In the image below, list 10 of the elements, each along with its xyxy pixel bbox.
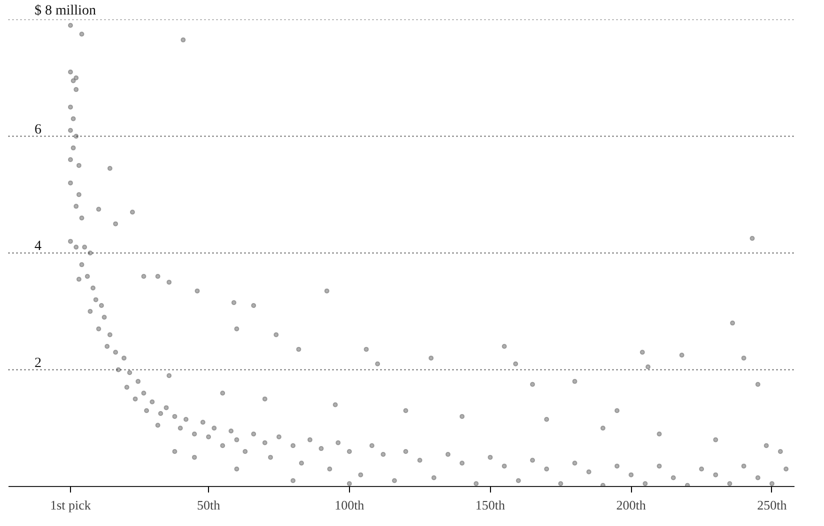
x-tick-label: 50th [196,498,221,512]
y-tick-label: 2 [34,356,42,371]
y-tick-label: 4 [34,239,42,254]
y-tick-label: $ 8 million [34,4,96,18]
x-tick-label: 250th [757,498,788,512]
x-tick-label: 200th [616,498,646,512]
x-tick-label: 1st pick [50,498,92,512]
x-tick-label: 150th [475,498,506,512]
x-tick-label: 100th [334,498,365,512]
y-tick-label: 6 [34,122,42,138]
